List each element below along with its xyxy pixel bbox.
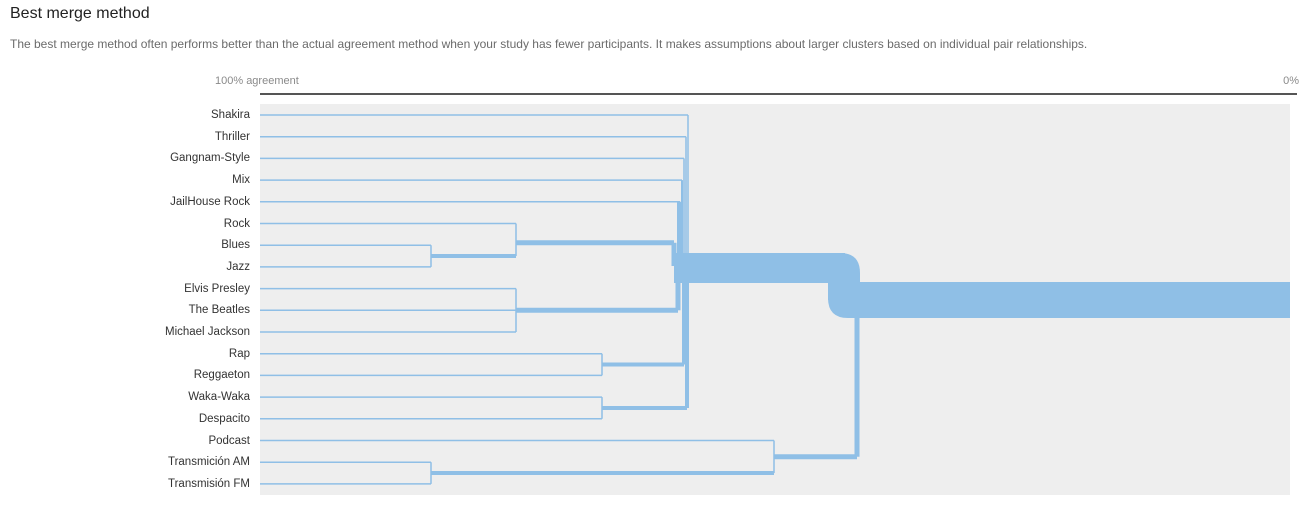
leaf-label: Michael Jackson: [164, 326, 250, 338]
leaf-label: Podcast: [208, 434, 250, 447]
page-title: Best merge method: [10, 5, 150, 22]
leaf-label: Rap: [228, 347, 250, 360]
method-description: The best merge method often performs bet…: [10, 37, 1088, 51]
leaf-label: Waka-Waka: [188, 391, 250, 404]
leaf-label: The Beatles: [188, 304, 250, 317]
leaf-label: Rock: [223, 217, 250, 230]
leaf-label: Elvis Presley: [184, 282, 250, 295]
leaf-label: Despacito: [198, 412, 250, 425]
axis-right-label: 0%: [1283, 75, 1299, 87]
axis-left-label: 100% agreement: [215, 75, 299, 87]
agreement-axis-line: [260, 93, 1297, 95]
dendrogram-branch-44: [828, 282, 1290, 318]
leaf-label: Transmisión FM: [168, 477, 250, 490]
leaf-label: Jazz: [226, 260, 250, 273]
leaf-label: JailHouse Rock: [170, 195, 250, 208]
leaf-label: Reggaeton: [193, 369, 250, 382]
leaf-label: Mix: [232, 174, 250, 187]
leaf-label: Transmición AM: [167, 456, 250, 469]
leaf-label: Thriller: [214, 130, 250, 143]
leaf-label: Blues: [221, 239, 250, 252]
leaf-label: Shakira: [211, 109, 250, 121]
leaf-label: Gangnam-Style: [170, 152, 250, 165]
